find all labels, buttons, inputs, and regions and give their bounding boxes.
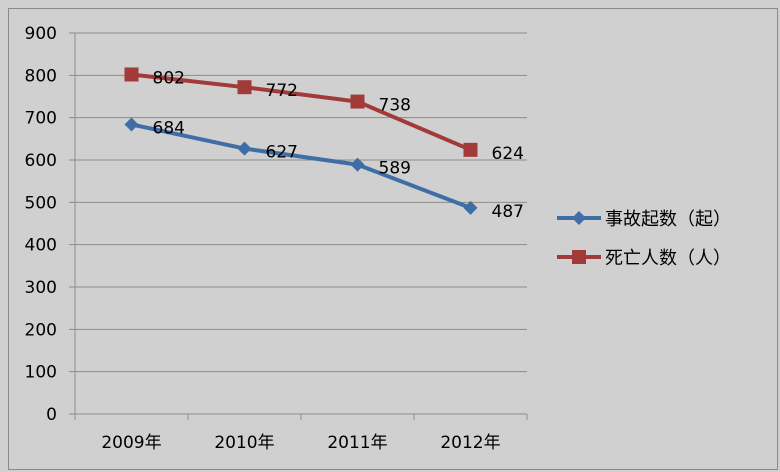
- data-point-diamond: [350, 157, 365, 172]
- data-label: 627: [266, 143, 298, 163]
- data-label: 487: [492, 202, 524, 222]
- x-tick-label: 2009年: [101, 433, 161, 453]
- data-label: 802: [153, 68, 185, 88]
- legend-marker-square: [572, 250, 586, 264]
- data-point-square: [237, 80, 252, 95]
- y-tick-label: 600: [25, 151, 57, 171]
- data-point-square: [124, 67, 139, 82]
- series-line: [131, 122, 472, 210]
- legend-marker-diamond: [572, 211, 586, 225]
- data-label: 772: [266, 81, 298, 101]
- data-point-square: [350, 94, 365, 109]
- data-label: 738: [379, 96, 411, 116]
- legend-label: 死亡人数（人）: [605, 248, 731, 269]
- x-tick-label: 2012年: [440, 433, 500, 453]
- y-tick-label: 100: [25, 363, 57, 383]
- y-tick-label: 800: [25, 66, 57, 86]
- data-label: 589: [379, 159, 411, 179]
- y-tick-label: 700: [25, 109, 57, 129]
- y-tick-label: 500: [25, 193, 57, 213]
- y-tick-label: 900: [25, 24, 57, 44]
- data-label: 684: [153, 118, 185, 138]
- y-tick-label: 400: [25, 236, 57, 256]
- data-point-diamond: [124, 117, 139, 132]
- series-line: [131, 72, 472, 152]
- x-tick-label: 2011年: [327, 433, 387, 453]
- data-point-square: [463, 142, 478, 157]
- data-label: 624: [492, 144, 524, 164]
- data-point-diamond: [463, 200, 478, 215]
- x-tick-label: 2010年: [214, 433, 274, 453]
- data-point-diamond: [237, 141, 252, 156]
- y-tick-label: 200: [25, 320, 57, 340]
- chart-frame: [8, 8, 778, 470]
- y-tick-label: 300: [25, 278, 57, 298]
- legend-label: 事故起数（起）: [605, 209, 731, 230]
- y-tick-label: 0: [46, 405, 57, 425]
